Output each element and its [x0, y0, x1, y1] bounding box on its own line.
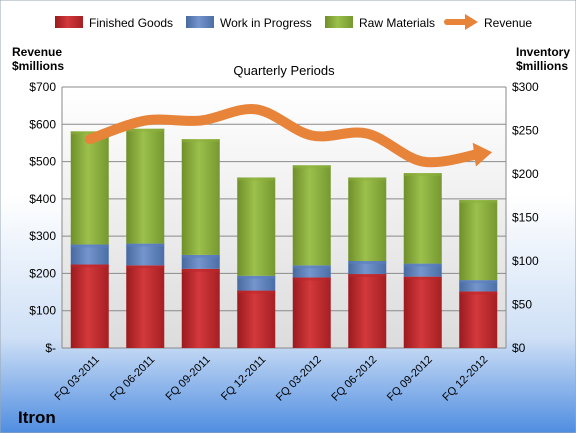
bar-raw-materials	[348, 177, 387, 261]
bar-finished-goods	[181, 268, 220, 348]
bar-work-in-progress	[237, 275, 276, 291]
bar-raw-materials	[292, 165, 331, 266]
bar-work-in-progress	[292, 265, 331, 278]
revenue-line	[84, 104, 484, 168]
revenue-line-group	[84, 104, 493, 168]
legend-swatch-work-in-progress	[186, 16, 214, 28]
bar-raw-materials	[403, 173, 442, 264]
legend: Finished Goods Work in Progress Raw Mate…	[55, 14, 532, 30]
legend-label-work-in-progress: Work in Progress	[220, 16, 312, 30]
bar-top-finished-goods	[237, 290, 276, 294]
company-name: Itron	[18, 408, 56, 427]
bar-finished-goods	[292, 277, 331, 348]
bar-top-work-in-progress	[126, 243, 165, 247]
bar-top-finished-goods	[126, 265, 165, 269]
bar-top-raw-materials	[126, 128, 165, 132]
bar-top-work-in-progress	[403, 263, 442, 267]
bar-finished-goods	[403, 276, 442, 348]
right-tick-label: $250	[512, 124, 539, 138]
bar-top-raw-materials	[237, 177, 276, 181]
bar-work-in-progress	[348, 261, 387, 275]
right-tick-label: $200	[512, 167, 539, 181]
right-tick-label: $50	[512, 298, 532, 312]
right-tick-label: $0	[512, 341, 526, 355]
bar-top-finished-goods	[403, 276, 442, 280]
left-axis-ticks: $- $100 $200 $300 $400 $500 $600 $700	[29, 80, 56, 355]
right-axis-title-line1: Inventory	[516, 45, 570, 59]
bar-top-finished-goods	[181, 268, 220, 272]
bar-finished-goods	[237, 290, 276, 348]
bar-top-raw-materials	[181, 139, 220, 143]
bar-top-work-in-progress	[70, 244, 109, 248]
left-tick-label: $100	[29, 304, 56, 318]
bar-top-work-in-progress	[292, 265, 331, 269]
bar-top-raw-materials	[403, 173, 442, 177]
left-tick-label: $-	[45, 341, 56, 355]
legend-swatch-finished-goods	[55, 16, 83, 28]
bar-raw-materials	[459, 200, 498, 281]
bar-raw-materials	[70, 131, 109, 245]
bar-top-raw-materials	[348, 177, 387, 181]
bar-top-work-in-progress	[237, 275, 276, 279]
legend-label-revenue: Revenue	[484, 16, 532, 30]
right-tick-label: $100	[512, 254, 539, 268]
legend-swatch-revenue	[444, 14, 478, 30]
legend-swatch-raw-materials	[325, 16, 353, 28]
right-tick-label: $150	[512, 211, 539, 225]
bar-work-in-progress	[403, 263, 442, 277]
bar-top-work-in-progress	[459, 280, 498, 284]
bar-top-finished-goods	[292, 277, 331, 281]
bar-finished-goods	[70, 264, 109, 348]
bar-work-in-progress	[126, 243, 165, 266]
bar-work-in-progress	[459, 280, 498, 292]
left-tick-label: $300	[29, 229, 56, 243]
bars	[70, 128, 498, 348]
bar-raw-materials	[181, 139, 220, 255]
right-axis-ticks: $0 $50 $100 $150 $200 $250 $300	[512, 80, 539, 355]
left-tick-label: $700	[29, 80, 56, 94]
bar-top-raw-materials	[459, 200, 498, 204]
bar-raw-materials	[126, 128, 165, 244]
revenue-arrowhead	[472, 142, 493, 167]
bar-top-finished-goods	[70, 264, 109, 268]
bar-top-raw-materials	[70, 131, 109, 135]
bar-raw-materials	[237, 177, 276, 276]
left-tick-label: $200	[29, 266, 56, 280]
left-axis-title-line1: Revenue	[12, 45, 62, 59]
left-tick-label: $500	[29, 155, 56, 169]
bar-finished-goods	[126, 265, 165, 348]
bar-finished-goods	[348, 274, 387, 348]
legend-label-finished-goods: Finished Goods	[89, 16, 173, 30]
left-tick-label: $400	[29, 192, 56, 206]
bar-top-raw-materials	[292, 165, 331, 169]
bar-work-in-progress	[181, 254, 220, 269]
legend-label-raw-materials: Raw Materials	[359, 16, 435, 30]
right-axis-title-line2: $millions	[516, 59, 568, 73]
left-tick-label: $600	[29, 117, 56, 131]
right-tick-label: $300	[512, 80, 539, 94]
bar-top-work-in-progress	[181, 254, 220, 258]
bar-top-finished-goods	[348, 274, 387, 278]
bar-finished-goods	[459, 291, 498, 348]
bar-work-in-progress	[70, 244, 109, 265]
chart-title: Quarterly Periods	[233, 63, 335, 78]
left-axis-title-line2: $millions	[12, 59, 64, 73]
bar-top-work-in-progress	[348, 261, 387, 264]
bar-top-finished-goods	[459, 291, 498, 295]
